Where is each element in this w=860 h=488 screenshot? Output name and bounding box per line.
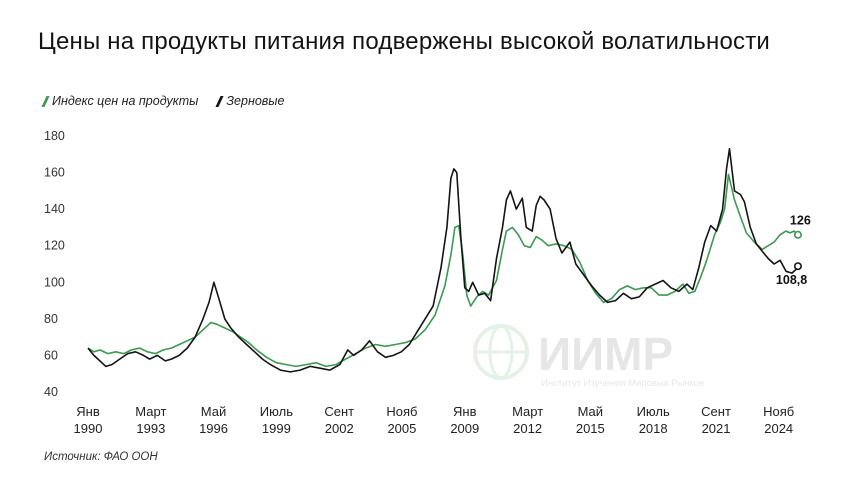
x-tick-year: 1996: [199, 421, 228, 436]
x-tick-year: 1993: [136, 421, 165, 436]
x-tick-month: Июль: [260, 404, 293, 419]
y-tick-label: 140: [44, 202, 65, 216]
series-line-cereals: [87, 148, 799, 373]
legend-item-cereals: Зерновые: [215, 94, 285, 108]
chart-title: Цены на продукты питания подвержены высо…: [38, 28, 770, 55]
y-tick-label: 40: [44, 385, 58, 399]
end-point-marker: [793, 262, 802, 271]
x-tick-month: Март: [135, 404, 166, 419]
watermark-globe-meridian: [488, 324, 514, 380]
source-note: Источник: ФАО ООН: [44, 451, 158, 463]
y-tick-label: 80: [44, 312, 58, 326]
legend-label-cereals: Зерновые: [226, 94, 285, 108]
y-tick-label: 160: [44, 166, 65, 180]
x-tick-month: Май: [578, 404, 603, 419]
y-axis: 40 60 80 100 120 140 160 180: [44, 129, 65, 399]
x-tick-month: Янв: [76, 404, 100, 419]
legend-label-food-index: Индекс цен на продукты: [52, 94, 199, 108]
end-value-label: 126: [790, 214, 811, 228]
end-value-label: 108,8: [776, 273, 807, 287]
watermark-globe-icon: [473, 324, 529, 380]
x-tick-year: 1990: [74, 421, 103, 436]
x-tick-month: Май: [201, 404, 226, 419]
legend-item-food-index: Индекс цен на продукты: [41, 94, 199, 108]
x-tick-month: Сент: [701, 404, 731, 419]
y-tick-label: 180: [44, 129, 65, 143]
x-tick-month: Март: [512, 404, 543, 419]
x-tick-year: 2015: [576, 421, 605, 436]
x-tick-year: 2005: [387, 421, 416, 436]
series-lines: [87, 148, 799, 373]
x-tick-month: Нояб: [386, 404, 417, 419]
legend: Индекс цен на продукты Зерновые: [41, 94, 285, 108]
x-tick-year: 2018: [639, 421, 668, 436]
x-tick-year: 2012: [513, 421, 542, 436]
x-tick-year: 2009: [450, 421, 479, 436]
y-tick-label: 120: [44, 239, 65, 253]
x-tick-month: Июль: [637, 404, 670, 419]
watermark-name: ИИМР: [538, 328, 673, 380]
y-tick-label: 60: [44, 348, 58, 362]
watermark-subtitle: Институт Изучения Мировых Рынков: [541, 378, 704, 389]
x-tick-year: 2021: [702, 421, 731, 436]
x-tick-month: Сент: [324, 404, 354, 419]
x-tick-month: Нояб: [763, 404, 794, 419]
end-point-marker: [793, 230, 802, 239]
y-tick-label: 100: [44, 275, 65, 289]
x-tick-year: 2024: [764, 421, 793, 436]
x-tick-year: 2002: [325, 421, 354, 436]
x-axis: Янв 1990 Март 1993 Май 1996 Июль 1999 Сент 2002 Но…: [74, 404, 795, 436]
x-tick-month: Янв: [453, 404, 477, 419]
x-tick-year: 1999: [262, 421, 291, 436]
end-markers: 126 108,8: [776, 214, 811, 287]
watermark-logo: ИИМР Институт Изучения Мировых Рынков: [473, 324, 704, 389]
